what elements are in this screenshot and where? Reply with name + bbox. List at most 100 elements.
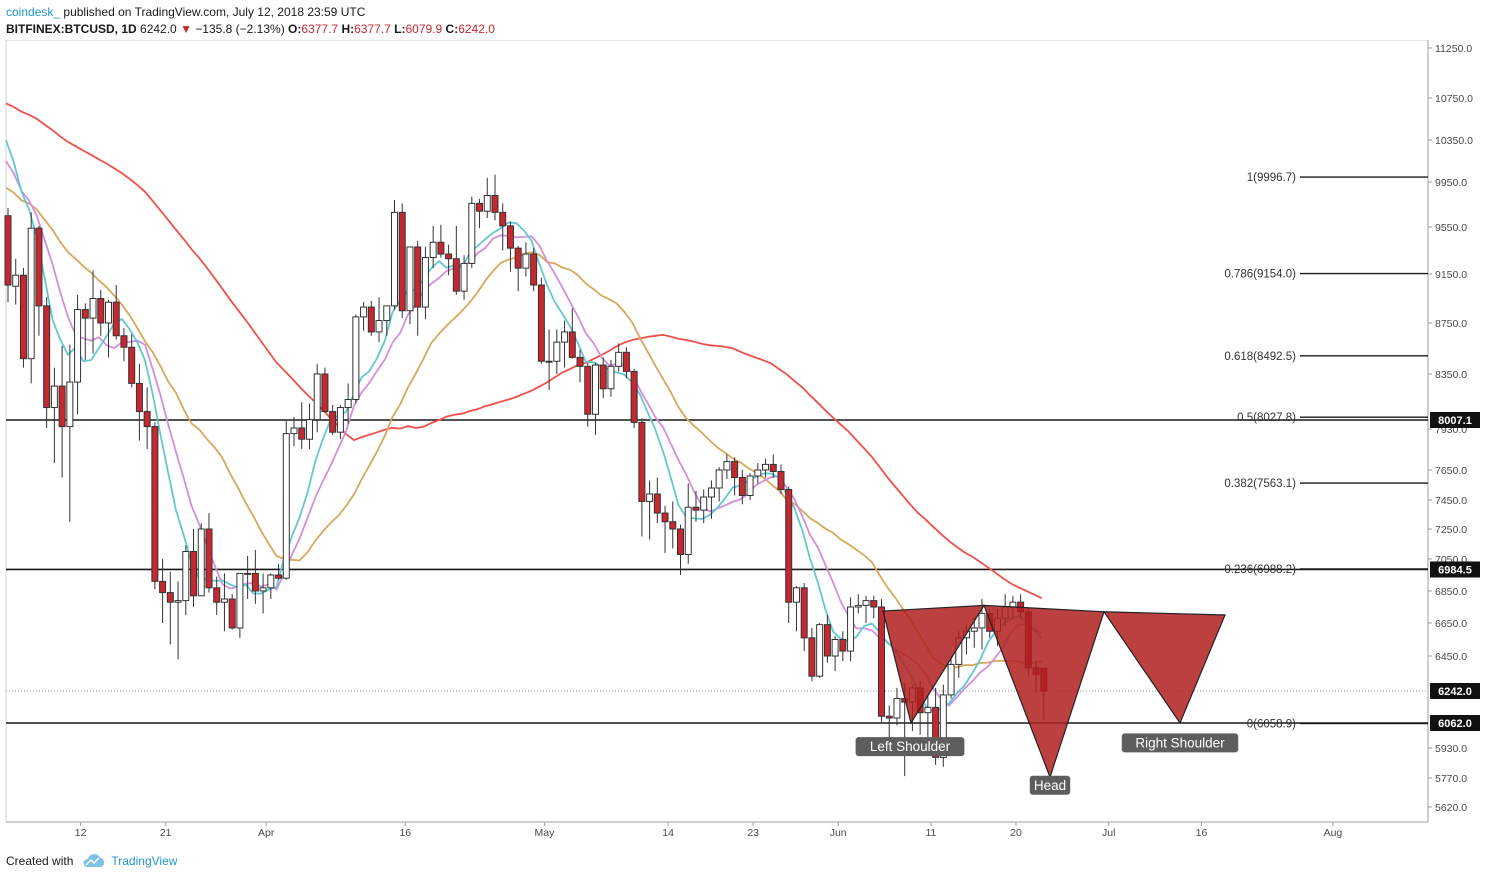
candle-down bbox=[777, 471, 785, 490]
candle-down bbox=[398, 211, 406, 312]
candle-down bbox=[630, 370, 638, 423]
candle-up bbox=[762, 463, 770, 471]
price-tag-bg bbox=[1430, 412, 1480, 428]
price-tag-label: 6062.0 bbox=[1438, 718, 1472, 730]
fib-level-label: 1(9996.7) bbox=[1247, 172, 1296, 184]
ma-red-line bbox=[5, 102, 1043, 600]
candle-down bbox=[143, 411, 151, 428]
candle-up bbox=[197, 528, 205, 597]
candle-up bbox=[723, 461, 731, 471]
down-arrow-icon: ▼ bbox=[180, 22, 192, 36]
y-axis-label: 6850.0 bbox=[1435, 586, 1467, 598]
candle-up bbox=[290, 427, 298, 435]
y-axis-label: 9950.0 bbox=[1435, 177, 1467, 189]
candle-up bbox=[893, 697, 901, 719]
candle-up bbox=[978, 612, 986, 629]
fib-level-label: 0(6058.9) bbox=[1247, 719, 1296, 731]
candle-up bbox=[715, 469, 723, 489]
y-axis-label: 6450.0 bbox=[1435, 651, 1467, 663]
left-shoulder-triangle bbox=[882, 604, 986, 725]
candle-up bbox=[375, 320, 383, 333]
candle-down bbox=[97, 298, 105, 324]
candle-up bbox=[553, 341, 561, 362]
candle-up bbox=[66, 381, 74, 428]
x-axis-label: 20 bbox=[1010, 827, 1022, 839]
candle-up bbox=[700, 496, 708, 511]
candle-up bbox=[236, 572, 244, 629]
price-change: −135.8 (−2.13%) bbox=[195, 22, 285, 36]
candle-up bbox=[421, 257, 429, 308]
candle-down bbox=[213, 587, 221, 603]
candle-down bbox=[81, 309, 89, 319]
y-axis-label: 11250.0 bbox=[1435, 43, 1472, 55]
author-name[interactable]: coindesk_ bbox=[6, 5, 61, 19]
y-axis-label: 5770.0 bbox=[1435, 773, 1467, 785]
candle-down bbox=[58, 385, 66, 428]
ohlc-line: BITFINEX:BTCUSD, 1D 6242.0 ▼ −135.8 (−2.… bbox=[6, 21, 1426, 38]
candle-down bbox=[298, 427, 306, 440]
price-chart[interactable]: 11250.0 10750.0 10350.0 9950.0 9550.0 9150.0 8… bbox=[0, 40, 1487, 848]
candle-down bbox=[932, 706, 940, 758]
candle-down bbox=[622, 351, 630, 372]
publish-info: published on TradingView.com, July 12, 2… bbox=[63, 5, 366, 19]
y-axis-label: 7250.0 bbox=[1435, 524, 1467, 536]
candle-up bbox=[383, 305, 391, 322]
candle-down bbox=[839, 639, 847, 652]
candle-down bbox=[476, 202, 484, 212]
x-axis-label: 11 bbox=[925, 827, 936, 839]
candle-down bbox=[151, 426, 159, 582]
low-value: 6079.9 bbox=[405, 22, 443, 36]
candle-up bbox=[429, 241, 437, 259]
candle-down bbox=[731, 461, 739, 479]
candle-down bbox=[228, 598, 236, 629]
cloud-logo-icon bbox=[83, 854, 105, 867]
candle-down bbox=[885, 715, 893, 719]
candle-down bbox=[190, 551, 198, 597]
candle-down bbox=[321, 373, 329, 413]
candle-up bbox=[460, 262, 468, 292]
x-axis-label: 14 bbox=[662, 827, 674, 839]
candle-down bbox=[112, 301, 120, 337]
x-axis-label: 12 bbox=[75, 827, 87, 839]
candle-up bbox=[746, 475, 754, 496]
candle-down bbox=[4, 215, 12, 286]
candle-down bbox=[769, 463, 777, 472]
candle-up bbox=[684, 506, 692, 555]
tradingview-brand: TradingView bbox=[111, 854, 178, 868]
candle-up bbox=[615, 351, 623, 367]
fib-level-label: 0.382(7563.1) bbox=[1224, 478, 1296, 490]
candle-down bbox=[568, 331, 576, 358]
head-triangle bbox=[983, 604, 1105, 779]
x-axis-label: Jul bbox=[1102, 827, 1115, 839]
candle-down bbox=[491, 195, 499, 213]
tradingview-link[interactable]: TradingView bbox=[81, 854, 177, 868]
last-price: 6242.0 bbox=[140, 22, 177, 36]
candle-up bbox=[862, 600, 870, 606]
price-tag-label: 6242.0 bbox=[1438, 686, 1472, 698]
candle-up bbox=[182, 551, 190, 602]
candle-up bbox=[816, 624, 824, 677]
price-tag-bg bbox=[1430, 683, 1480, 699]
candle-down bbox=[452, 258, 460, 292]
candle-up bbox=[74, 309, 82, 383]
ma-cyan-line bbox=[5, 139, 1043, 713]
fib-level-label: 0.5(8027.8) bbox=[1237, 412, 1296, 424]
candle-up bbox=[947, 663, 955, 696]
candle-up bbox=[792, 587, 800, 603]
candle-down bbox=[329, 411, 337, 433]
created-with-label: Created with bbox=[6, 854, 74, 868]
candle-down bbox=[128, 346, 136, 384]
x-axis-label: 21 bbox=[160, 827, 172, 839]
candle-down bbox=[638, 421, 646, 502]
price-tag-label: 6984.5 bbox=[1438, 564, 1472, 576]
candle-down bbox=[506, 225, 514, 249]
price-tag-bg bbox=[1430, 561, 1480, 578]
publish-line: coindesk_ published on TradingView.com, … bbox=[6, 4, 1426, 21]
candle-down bbox=[576, 356, 584, 367]
symbol-label: BITFINEX:BTCUSD, 1D bbox=[6, 22, 137, 36]
candle-down bbox=[661, 512, 669, 523]
candle-up bbox=[360, 306, 368, 318]
candle-up bbox=[591, 364, 599, 415]
y-axis-label: 10350.0 bbox=[1435, 135, 1473, 147]
candle-down bbox=[414, 246, 422, 308]
